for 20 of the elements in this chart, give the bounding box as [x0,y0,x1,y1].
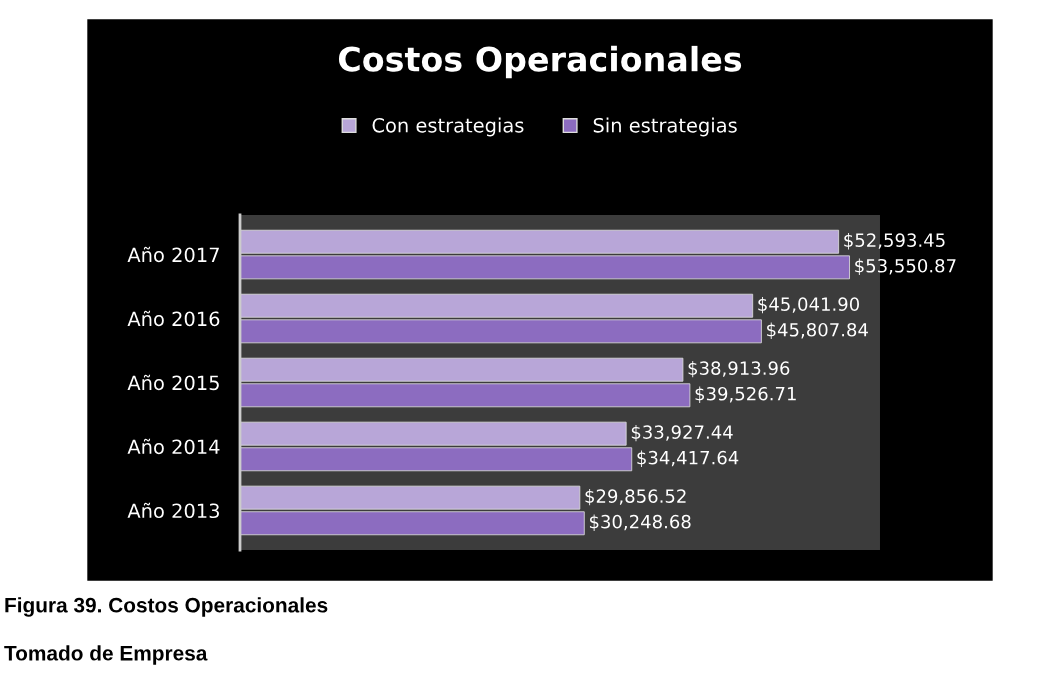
data-label: $53,550.87 [855,258,956,275]
data-label: $30,248.68 [589,514,691,531]
data-label: $45,807.84 [767,322,868,339]
y-tick-label: Año 2017 [127,246,219,263]
legend-label: Con estrategias [372,117,524,137]
data-label: $45,041.90 [758,296,860,314]
y-tick-label: Año 2013 [127,502,219,519]
text: Tomado de Empresa [4,645,208,665]
data-label: $39,526.71 [695,386,796,403]
chart-title: Costos Operacionales [338,45,742,79]
legend-label: Sin estrategias [593,117,737,137]
data-label: $33,927.44 [631,424,733,442]
data-label: $38,913.96 [688,360,790,378]
y-tick-label: Año 2014 [127,438,220,455]
y-tick-label: Año 2015 [127,374,219,391]
data-label: $29,856.52 [585,488,686,506]
y-tick-label: Año 2016 [127,310,220,327]
text: Figura 39. Costos Operacionales [5,597,328,617]
data-label: $34,417.64 [637,450,739,467]
data-label: $52,593.45 [844,233,945,250]
